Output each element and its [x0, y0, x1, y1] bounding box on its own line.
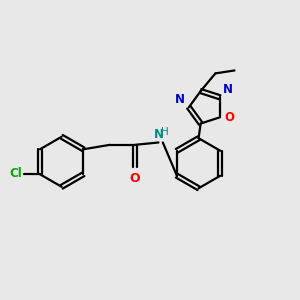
Text: H: H [161, 127, 169, 137]
Text: O: O [224, 111, 234, 124]
Text: N: N [153, 128, 164, 141]
Text: Cl: Cl [9, 167, 22, 180]
Text: N: N [223, 83, 233, 96]
Text: O: O [130, 172, 140, 185]
Text: N: N [175, 93, 185, 106]
